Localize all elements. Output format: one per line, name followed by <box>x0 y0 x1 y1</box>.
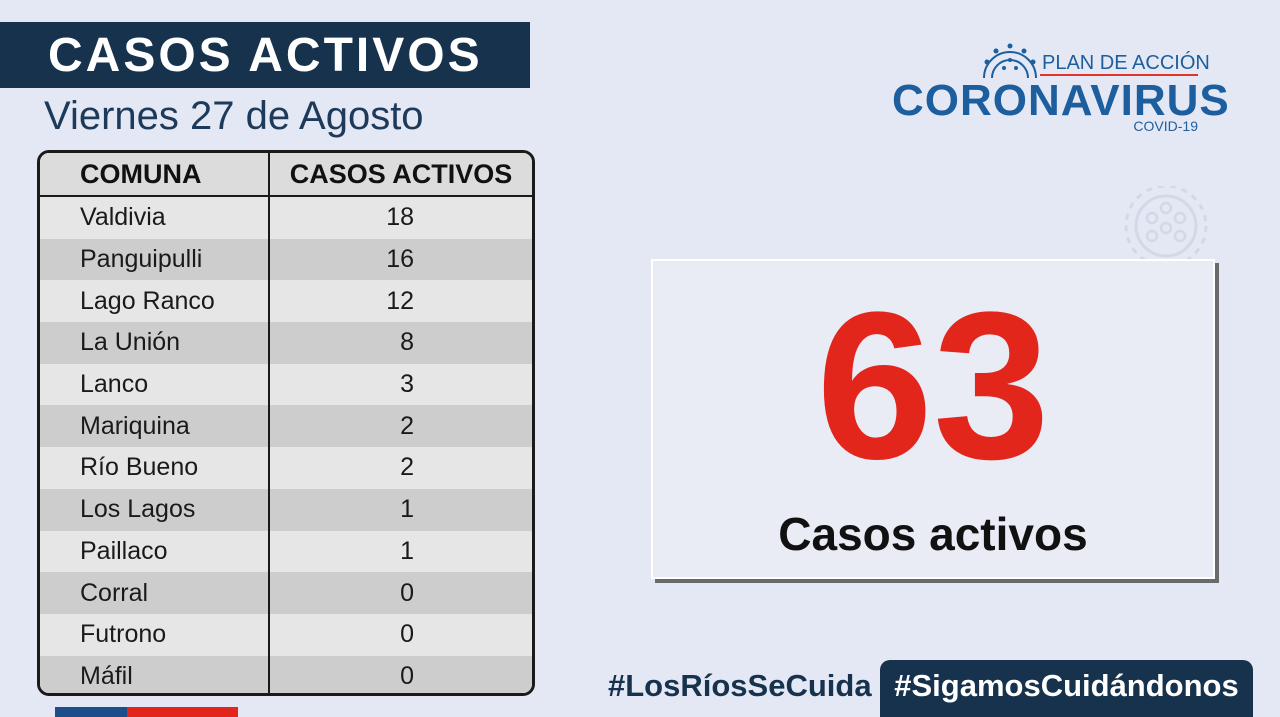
comuna-cell: Lanco <box>40 363 270 406</box>
hashtag-banner: #SigamosCuidándonos <box>880 660 1253 717</box>
casos-cell: 3 <box>269 363 532 406</box>
total-cases-label: Casos activos <box>778 508 1088 560</box>
flag-stripe-blue <box>55 707 127 717</box>
logo-divider <box>1040 74 1198 76</box>
casos-cell: 0 <box>269 572 532 614</box>
casos-cell: 16 <box>269 238 532 281</box>
hashtag-los-rios: #LosRíosSeCuida <box>608 668 872 703</box>
virus-icon <box>983 43 1037 79</box>
report-date: Viernes 27 de Agosto <box>44 94 424 138</box>
casos-cell: 12 <box>269 280 532 323</box>
coronavirus-logo: PLAN DE ACCIÓN CORONAVIRUS COVID-19 <box>890 40 1229 140</box>
comuna-cell: Futrono <box>40 613 270 656</box>
flag-stripe-red <box>127 707 238 717</box>
total-cases-number: 63 <box>816 268 1050 503</box>
casos-cell: 2 <box>269 405 532 448</box>
table-row: Paillaco 1 <box>40 530 532 573</box>
logo-plan-text: PLAN DE ACCIÓN <box>1042 52 1210 74</box>
casos-cell: 0 <box>269 613 532 656</box>
comuna-cell: La Unión <box>40 322 270 364</box>
comuna-cell: Valdivia <box>40 196 270 239</box>
table-row: Panguipulli 16 <box>40 238 532 281</box>
hashtag-sigamos: #SigamosCuidándonos <box>894 668 1239 703</box>
column-header-casos: CASOS ACTIVOS <box>269 153 532 197</box>
comuna-cell: Lago Ranco <box>40 280 270 323</box>
table-row: Futrono 0 <box>40 613 532 656</box>
casos-cell: 1 <box>269 488 532 531</box>
comuna-cell: Paillaco <box>40 530 270 573</box>
cases-table: COMUNA CASOS ACTIVOS Valdivia 18 Panguip… <box>37 150 535 696</box>
casos-cell: 0 <box>269 655 532 693</box>
comuna-cell: Panguipulli <box>40 238 270 281</box>
comuna-cell: Corral <box>40 572 270 614</box>
page-title: CASOS ACTIVOS <box>48 29 483 82</box>
casos-cell: 8 <box>269 322 532 364</box>
table-row: Los Lagos 1 <box>40 488 532 531</box>
total-cases-card: 63 Casos activos <box>651 259 1215 579</box>
comuna-cell: Máfil <box>40 655 270 693</box>
table-row: Río Bueno 2 <box>40 447 532 489</box>
comuna-cell: Río Bueno <box>40 447 270 489</box>
virus-decoration-icon <box>1124 186 1208 262</box>
table-row: Mariquina 2 <box>40 405 532 448</box>
table-row: Corral 0 <box>40 572 532 614</box>
column-header-comuna: COMUNA <box>40 153 270 197</box>
logo-sub-text: COVID-19 <box>1133 118 1198 134</box>
table-row: La Unión 8 <box>40 322 532 364</box>
casos-cell: 2 <box>269 447 532 489</box>
comuna-cell: Los Lagos <box>40 488 270 531</box>
table-header-row: COMUNA CASOS ACTIVOS <box>40 153 532 197</box>
title-banner: CASOS ACTIVOS <box>0 22 530 88</box>
comuna-cell: Mariquina <box>40 405 270 448</box>
table-row: Valdivia 18 <box>40 196 532 239</box>
casos-cell: 1 <box>269 530 532 573</box>
casos-cell: 18 <box>269 196 532 239</box>
table-row: Lago Ranco 12 <box>40 280 532 323</box>
table-row: Lanco 3 <box>40 363 532 406</box>
logo-main-text: CORONAVIRUS <box>892 76 1230 125</box>
table-row: Máfil 0 <box>40 655 532 693</box>
